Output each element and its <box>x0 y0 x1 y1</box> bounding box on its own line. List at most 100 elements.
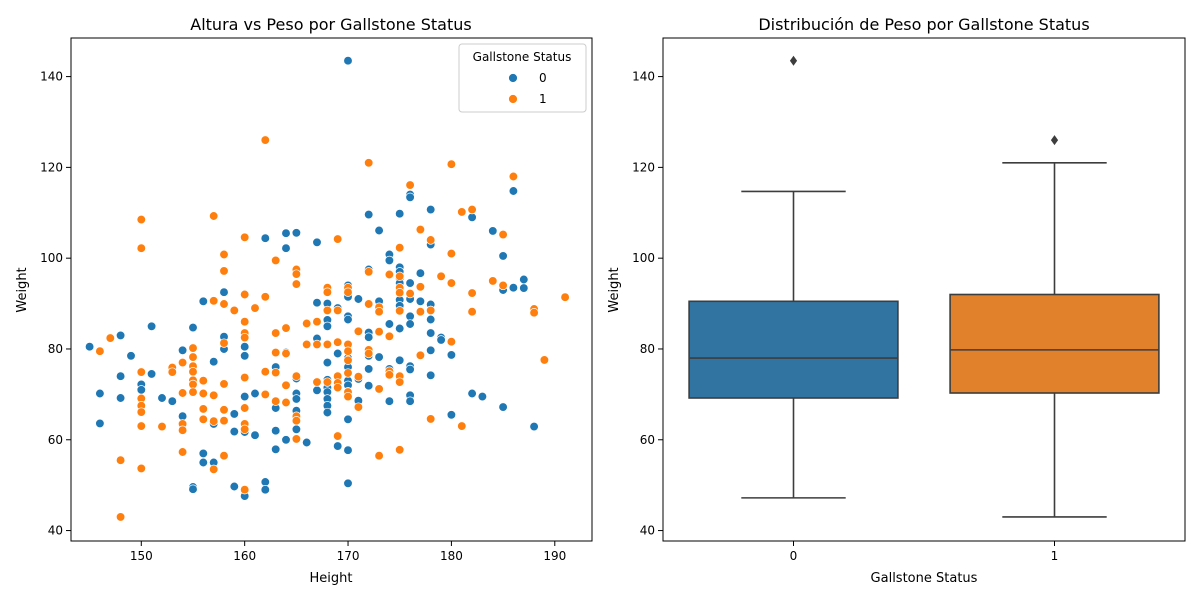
scatter-point-status-0 <box>177 411 188 421</box>
scatter-point-status-1 <box>281 380 291 390</box>
scatter-point-status-1 <box>281 348 291 359</box>
scatter-point-status-0 <box>95 418 105 429</box>
scatter-point-status-1 <box>312 377 322 387</box>
scatter-point-status-0 <box>467 388 477 399</box>
scatter-point-status-1 <box>539 355 550 365</box>
scatter-point-status-0 <box>353 294 364 304</box>
outlier-marker <box>1050 135 1059 146</box>
scatter-point-status-1 <box>157 421 167 432</box>
boxplot-x-tick-label: 0 <box>790 549 798 563</box>
box-status-1 <box>949 135 1160 518</box>
scatter-point-status-1 <box>333 431 343 441</box>
scatter-point-status-1 <box>374 384 384 394</box>
scatter-point-status-1 <box>415 224 426 235</box>
scatter-point-status-0 <box>240 351 250 361</box>
scatter-point-status-1 <box>446 337 457 347</box>
scatter-point-status-1 <box>209 296 219 306</box>
scatter-point-status-0 <box>95 388 105 399</box>
scatter-point-status-0 <box>529 421 539 432</box>
scatter-point-status-0 <box>260 485 270 495</box>
boxplot-y-tick-label: 140 <box>632 70 655 84</box>
scatter-point-status-0 <box>498 402 508 412</box>
scatter-point-status-0 <box>519 274 529 285</box>
scatter-point-status-1 <box>188 387 198 397</box>
scatter-point-status-1 <box>415 282 426 292</box>
legend-title: Gallstone Status <box>473 50 572 64</box>
scatter-point-status-0 <box>229 481 239 492</box>
scatter-point-status-1 <box>250 303 260 313</box>
scatter-point-status-1 <box>415 350 426 360</box>
outlier-marker <box>789 55 798 66</box>
scatter-point-status-1 <box>488 276 498 286</box>
scatter-point-status-1 <box>384 331 395 341</box>
scatter-point-status-0 <box>384 319 395 329</box>
scatter-point-status-1 <box>198 388 208 399</box>
scatter-point-status-1 <box>384 370 395 380</box>
scatter-point-status-0 <box>136 385 146 395</box>
scatter-point-status-1 <box>467 307 477 317</box>
scatter-point-status-0 <box>333 348 343 359</box>
scatter-point-status-0 <box>291 394 302 404</box>
scatter-y-tick-label: 120 <box>40 160 63 174</box>
box-status-0 <box>688 55 899 499</box>
scatter-y-tick-label: 60 <box>48 433 63 447</box>
scatter-point-status-0 <box>364 332 374 342</box>
scatter-point-status-1 <box>136 367 146 377</box>
scatter-point-status-0 <box>271 444 281 454</box>
scatter-point-status-0 <box>322 357 333 368</box>
scatter-point-status-0 <box>395 355 405 365</box>
scatter-point-status-1 <box>198 376 208 386</box>
scatter-point-status-0 <box>188 484 198 494</box>
scatter-point-status-1 <box>467 288 477 298</box>
boxplot-y-tick-label: 100 <box>632 251 655 265</box>
scatter-point-status-1 <box>219 405 229 415</box>
scatter-point-status-1 <box>353 326 364 336</box>
scatter-point-status-1 <box>115 455 126 465</box>
scatter-point-status-1 <box>219 451 229 461</box>
scatter-point-status-0 <box>343 478 353 488</box>
scatter-point-status-1 <box>281 323 291 333</box>
scatter-point-status-1 <box>374 307 384 317</box>
scatter-point-status-1 <box>498 229 508 240</box>
scatter-point-status-0 <box>322 321 333 331</box>
scatter-point-status-1 <box>219 338 229 348</box>
scatter-point-status-1 <box>177 447 188 457</box>
scatter-point-status-1 <box>209 211 219 221</box>
scatter-point-status-1 <box>219 416 229 426</box>
scatter-point-status-1 <box>395 288 405 298</box>
scatter-point-status-1 <box>260 292 270 302</box>
scatter-point-status-1 <box>446 159 457 169</box>
scatter-point-status-0 <box>229 409 239 419</box>
scatter-point-status-1 <box>364 158 374 168</box>
scatter-point-status-1 <box>415 307 426 317</box>
scatter-point-status-0 <box>477 391 488 402</box>
legend-marker-1 <box>508 94 518 104</box>
scatter-point-status-0 <box>364 209 374 220</box>
scatter-point-status-0 <box>198 296 208 306</box>
scatter-y-label: Weight <box>15 267 30 312</box>
scatter-point-status-0 <box>446 410 457 420</box>
scatter-x-tick-label: 170 <box>337 549 360 563</box>
scatter-point-status-0 <box>405 192 415 202</box>
scatter-point-status-1 <box>333 234 343 244</box>
scatter-point-status-1 <box>405 180 415 190</box>
scatter-point-status-1 <box>322 339 333 350</box>
scatter-point-status-1 <box>271 347 281 358</box>
scatter-point-status-1 <box>219 299 229 309</box>
scatter-point-status-1 <box>333 305 343 316</box>
scatter-point-status-0 <box>115 393 126 403</box>
scatter-point-status-0 <box>240 391 250 402</box>
legend-label-1: 1 <box>539 92 547 106</box>
scatter-point-status-1 <box>374 451 384 461</box>
scatter-point-status-0 <box>312 298 322 308</box>
scatter-point-status-1 <box>209 416 219 426</box>
scatter-point-status-1 <box>95 346 105 356</box>
scatter-point-status-1 <box>240 424 250 434</box>
scatter-point-status-1 <box>240 332 250 343</box>
legend-label-0: 0 <box>539 71 547 85</box>
scatter-point-status-1 <box>291 279 302 289</box>
scatter-point-status-1 <box>271 255 281 266</box>
scatter-point-status-0 <box>281 435 291 445</box>
scatter-point-status-0 <box>115 371 126 381</box>
scatter-point-status-1 <box>322 305 333 316</box>
